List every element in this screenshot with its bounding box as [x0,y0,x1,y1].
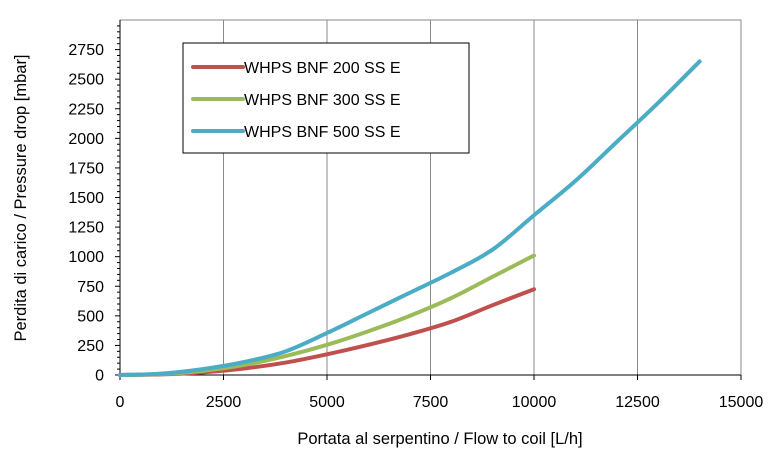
y-tick-label: 0 [95,368,104,385]
y-tick-label: 750 [77,279,104,296]
y-tick-label: 500 [77,308,104,325]
x-tick-label: 15000 [719,394,764,411]
y-tick-label: 1500 [68,190,104,207]
y-tick-label: 1750 [68,160,104,177]
y-tick-label: 1000 [68,249,104,266]
y-tick-label: 2750 [68,42,104,59]
x-axis-title: Portata al serpentino / Flow to coil [L/… [297,430,582,448]
y-axis-title: Perdita di carico / Pressure drop [mbar] [12,54,30,341]
legend-label-3: WHPS BNF 500 SS E [244,124,401,141]
x-axis: 0 2500 5000 7500 10000 12500 15000 [116,374,764,411]
legend-label-1: WHPS BNF 200 SS E [244,60,401,77]
x-tick-label: 12500 [615,394,660,411]
series-group [118,59,702,377]
series-line-3 [118,59,702,377]
legend-label-2: WHPS BNF 300 SS E [244,92,401,109]
y-tick-label: 1250 [68,220,104,237]
y-tick-label: 250 [77,338,104,355]
x-tick-label: 5000 [309,394,345,411]
legend: WHPS BNF 200 SS E WHPS BNF 300 SS E WHPS B… [182,42,470,154]
y-axis: 0 250 500 750 1000 1250 1500 1750 2000 2250 2500 27… [68,20,121,385]
x-tick-label: 2500 [206,394,242,411]
y-tick-label: 2500 [68,72,104,89]
y-tick-label: 2000 [68,131,104,148]
x-tick-label: 0 [116,394,125,411]
y-tick-label: 2250 [68,101,104,118]
x-tick-label: 7500 [413,394,449,411]
x-tick-label: 10000 [512,394,557,411]
